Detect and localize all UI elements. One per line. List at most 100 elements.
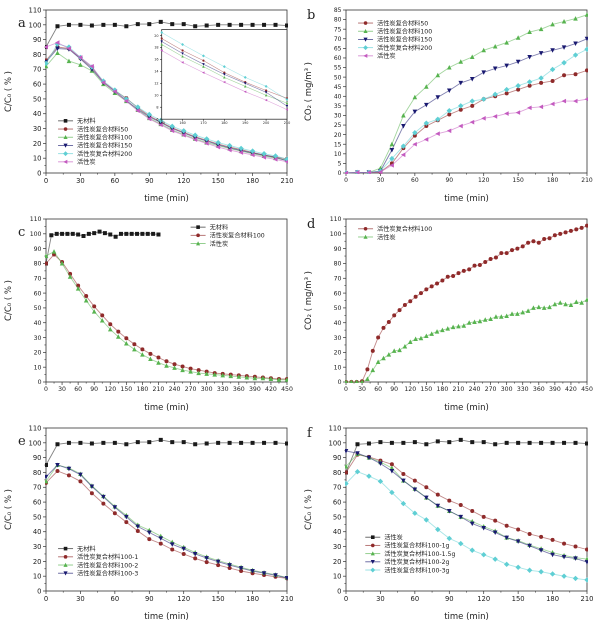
- svg-text:0: 0: [44, 386, 48, 393]
- svg-text:80: 80: [333, 469, 342, 477]
- svg-text:110: 110: [29, 424, 42, 432]
- svg-text:20: 20: [333, 558, 342, 566]
- series-markers: [345, 297, 588, 383]
- svg-text:100: 100: [29, 21, 42, 29]
- svg-text:210: 210: [281, 595, 294, 603]
- svg-text:120: 120: [404, 386, 416, 393]
- svg-text:0: 0: [344, 595, 348, 603]
- svg-text:50: 50: [334, 74, 342, 81]
- svg-text:90: 90: [390, 386, 398, 393]
- legend-entry: 活性炭复合材料100: [377, 225, 432, 233]
- svg-text:30: 30: [58, 386, 66, 393]
- axes-d-series: [345, 223, 588, 383]
- svg-text:180: 180: [546, 595, 559, 603]
- legend-entry: 无材料: [210, 223, 229, 231]
- svg-text:30: 30: [334, 335, 342, 342]
- panel-a: a 0 30 60 90 120 150 180 210 0 10 20 30 40 50 60 70 80 90…: [0, 0, 300, 209]
- svg-text:420: 420: [565, 386, 577, 393]
- svg-text:50: 50: [334, 305, 342, 312]
- svg-text:240: 240: [469, 386, 481, 393]
- svg-text:55: 55: [334, 65, 342, 72]
- svg-text:120: 120: [478, 177, 490, 184]
- svg-text:60: 60: [334, 290, 342, 297]
- svg-text:190: 190: [242, 121, 248, 125]
- series-markers: [45, 229, 161, 266]
- svg-text:270: 270: [185, 386, 197, 393]
- svg-text:110: 110: [330, 216, 342, 223]
- svg-text:10: 10: [334, 364, 342, 371]
- series-line: [160, 37, 288, 99]
- axes-e: 0 30 60 90 120 150 180 210 0 10 20 30 40 50 60 70 80 90 10…: [29, 424, 294, 602]
- svg-text:20: 20: [154, 34, 158, 38]
- svg-text:20: 20: [33, 558, 42, 566]
- y-axis-label: C/C₀ ( % ): [304, 489, 314, 530]
- axes-d: 0 30 60 90 120 150 180 210 240 270 300 330 360 390 420…: [330, 216, 593, 393]
- svg-text:0: 0: [344, 386, 348, 393]
- svg-text:300: 300: [201, 386, 213, 393]
- y-axis-label: C/C₀ ( % ): [4, 280, 14, 321]
- svg-text:60: 60: [33, 81, 42, 89]
- svg-text:60: 60: [34, 290, 42, 297]
- svg-text:30: 30: [33, 543, 42, 551]
- series-line: [345, 439, 588, 473]
- svg-text:110: 110: [329, 424, 342, 432]
- svg-text:50: 50: [33, 95, 42, 103]
- svg-text:30: 30: [76, 595, 85, 603]
- series-line: [345, 48, 588, 174]
- legend-entry: 活性炭复合材料200: [377, 44, 432, 52]
- svg-text:110: 110: [30, 216, 42, 223]
- svg-text:0: 0: [344, 177, 348, 184]
- svg-text:40: 40: [33, 528, 42, 536]
- svg-text:180: 180: [436, 386, 448, 393]
- series-line: [346, 299, 588, 383]
- legend-entry: 活性炭复合材料100-2: [77, 561, 138, 569]
- svg-text:70: 70: [333, 484, 342, 492]
- series-markers: [345, 437, 588, 475]
- chart-e: 0 30 60 90 120 150 180 210 0 10 20 30 40 50 60 70 80 90 10…: [0, 418, 300, 627]
- legend-entry: 活性炭复合材料100-3: [77, 570, 138, 578]
- panel-f: f 0 30 60 90 120 150 180 210 0 10 20 30 40 50 60 70 80 90…: [300, 418, 600, 627]
- series-markers: [45, 50, 288, 163]
- svg-text:210: 210: [284, 121, 290, 125]
- svg-text:40: 40: [334, 93, 342, 100]
- svg-text:210: 210: [281, 177, 294, 185]
- chart-b: 0 30 60 90 120 150 180 210 0 5 10 15 20 25 30 35 40 45 50 5…: [300, 0, 600, 209]
- y-axis-label: C/C₀ ( % ): [4, 489, 14, 530]
- svg-text:210: 210: [581, 595, 594, 603]
- series-line: [345, 14, 588, 174]
- axes-b-series: [345, 12, 588, 174]
- inset-a-series: [160, 31, 288, 111]
- panel-f-label: f: [307, 426, 312, 441]
- svg-text:80: 80: [334, 17, 342, 24]
- svg-text:80: 80: [33, 469, 42, 477]
- svg-text:10: 10: [34, 364, 42, 371]
- svg-text:180: 180: [221, 121, 227, 125]
- series-line: [45, 464, 288, 579]
- svg-text:90: 90: [445, 177, 453, 184]
- svg-text:14: 14: [154, 70, 158, 74]
- svg-text:0: 0: [338, 379, 342, 386]
- legend-entry: 活性炭复合材料200: [77, 150, 132, 158]
- svg-text:30: 30: [333, 543, 342, 551]
- series-line: [160, 31, 288, 100]
- series-line: [45, 21, 288, 48]
- svg-text:90: 90: [33, 36, 42, 44]
- y-axis-label: C/C₀ ( % ): [4, 71, 14, 112]
- chart-a-canvas: 0 30 60 90 120 150 180 210 0 10 20 30 40 50 60 70 80 90 10…: [4, 6, 294, 204]
- panel-b-label: b: [307, 8, 316, 23]
- svg-text:0: 0: [44, 177, 48, 185]
- legend-entry: 活性炭: [377, 233, 396, 241]
- chart-a: 0 30 60 90 120 150 180 210 0 10 20 30 40 50 60 70 80 90 10…: [0, 0, 300, 209]
- svg-text:360: 360: [233, 386, 245, 393]
- legend-entry: 活性炭复合材料100-3g: [384, 566, 449, 574]
- chart-f-canvas: 0 30 60 90 120 150 180 210 0 10 20 30 40 50 60 70 80 90 10…: [304, 424, 594, 622]
- legend-entry: 活性炭: [377, 52, 396, 60]
- legend-entry: 活性炭复合材料50: [77, 125, 128, 133]
- svg-text:90: 90: [445, 595, 454, 603]
- legend-entry: 活性炭复合材料100: [77, 134, 132, 142]
- series-line: [45, 52, 288, 161]
- svg-text:50: 50: [34, 305, 42, 312]
- svg-text:30: 30: [377, 177, 385, 184]
- series-line: [45, 48, 288, 162]
